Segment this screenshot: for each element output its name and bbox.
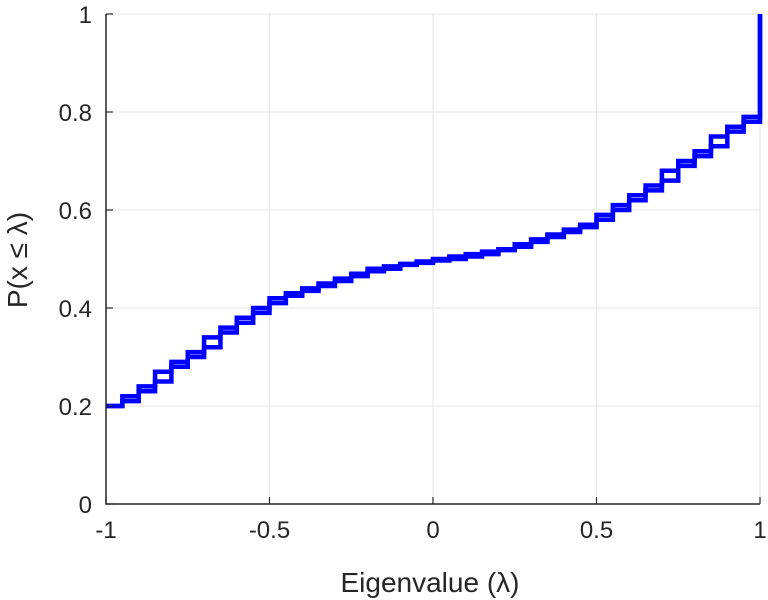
x-ticks: -1 -0.5 0 0.5 1 — [95, 497, 767, 544]
ecdf-series-2 — [106, 14, 763, 409]
y-tick-label: 0.8 — [59, 100, 92, 127]
series-layer — [106, 14, 763, 409]
y-tick-label: 1 — [79, 2, 92, 29]
x-tick-label: -0.5 — [249, 517, 290, 544]
y-tick-label: 0.6 — [59, 198, 92, 225]
y-axis-label: P(x ≤ λ) — [2, 212, 33, 308]
x-tick-label: -1 — [95, 517, 116, 544]
y-ticks: 0 0.2 0.4 0.6 0.8 1 — [59, 2, 113, 519]
x-tick-label: 1 — [753, 517, 766, 544]
y-tick-label: 0.4 — [59, 296, 92, 323]
x-axis-label: Eigenvalue (λ) — [341, 567, 520, 598]
y-tick-label: 0 — [79, 492, 92, 519]
y-tick-label: 0.2 — [59, 394, 92, 421]
x-tick-label: 0.5 — [580, 517, 613, 544]
x-tick-label: 0 — [426, 517, 439, 544]
